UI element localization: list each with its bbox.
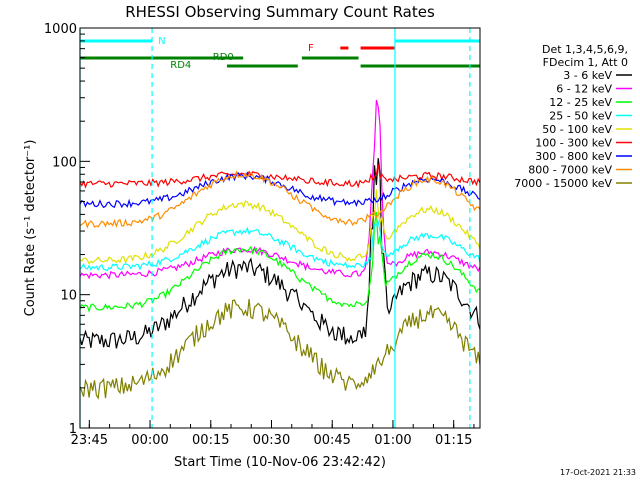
legend-label: 25 - 50 keV bbox=[549, 110, 612, 123]
series-line bbox=[79, 158, 481, 349]
x-tick-label: 23:45 bbox=[71, 433, 108, 448]
x-tick-label: 01:00 bbox=[374, 433, 411, 448]
y-axis-label: Count Rate (s⁻¹ detector⁻¹) bbox=[23, 140, 38, 317]
y-tick-label: 1 bbox=[69, 422, 77, 437]
series-line bbox=[79, 299, 481, 400]
series-line bbox=[79, 170, 481, 229]
chart-title: RHESSI Observing Summary Count Rates bbox=[125, 3, 435, 21]
legend-label: 300 - 800 keV bbox=[535, 150, 612, 163]
legend-label: 7000 - 15000 keV bbox=[514, 177, 612, 190]
series-layer bbox=[79, 99, 481, 400]
y-ticks: 1 10 100 1000 bbox=[44, 22, 90, 437]
legend-label: 800 - 7000 keV bbox=[528, 164, 612, 177]
series-line bbox=[79, 189, 481, 265]
series-line bbox=[79, 99, 481, 280]
legend-label: 12 - 25 keV bbox=[549, 96, 612, 109]
legend-header-line-1: Det 1,3,4,5,6,9, bbox=[542, 43, 628, 56]
x-tick-label: 00:45 bbox=[313, 433, 350, 448]
legend-label: 6 - 12 keV bbox=[556, 83, 612, 96]
legend-header-line-2: FDecim 1, Att 0 bbox=[543, 56, 628, 69]
flag-label: N bbox=[158, 36, 165, 47]
flag-label: RD4 bbox=[170, 60, 191, 71]
series-line bbox=[79, 164, 481, 189]
x-tick-label: 00:00 bbox=[131, 433, 168, 448]
y-tick-label: 10 bbox=[60, 289, 77, 304]
y-tick-label: 100 bbox=[52, 155, 77, 170]
flag-label: RD0 bbox=[213, 52, 234, 63]
x-axis-label: Start Time (10-Nov-06 23:42:42) bbox=[174, 455, 386, 470]
x-ticks: 23:45 00:00 00:15 00:30 00:45 01:00 01:15 bbox=[71, 420, 475, 448]
footer-date: 17-Oct-2021 21:33 bbox=[560, 468, 636, 477]
legend-label: 3 - 6 keV bbox=[563, 69, 612, 82]
series-line bbox=[79, 211, 481, 313]
x-tick-label: 01:15 bbox=[435, 433, 472, 448]
plot-frame bbox=[79, 27, 481, 429]
y-tick-label: 1000 bbox=[44, 22, 77, 37]
vlines-layer bbox=[79, 28, 471, 428]
flags-layer: N F RD0 RD4 bbox=[80, 36, 480, 71]
flag-label: F bbox=[308, 43, 314, 54]
legend-label: 50 - 100 keV bbox=[542, 123, 612, 136]
series-line bbox=[79, 219, 481, 272]
x-tick-label: 00:30 bbox=[253, 433, 290, 448]
legend-label: 100 - 300 keV bbox=[535, 137, 612, 150]
x-tick-label: 00:15 bbox=[192, 433, 229, 448]
